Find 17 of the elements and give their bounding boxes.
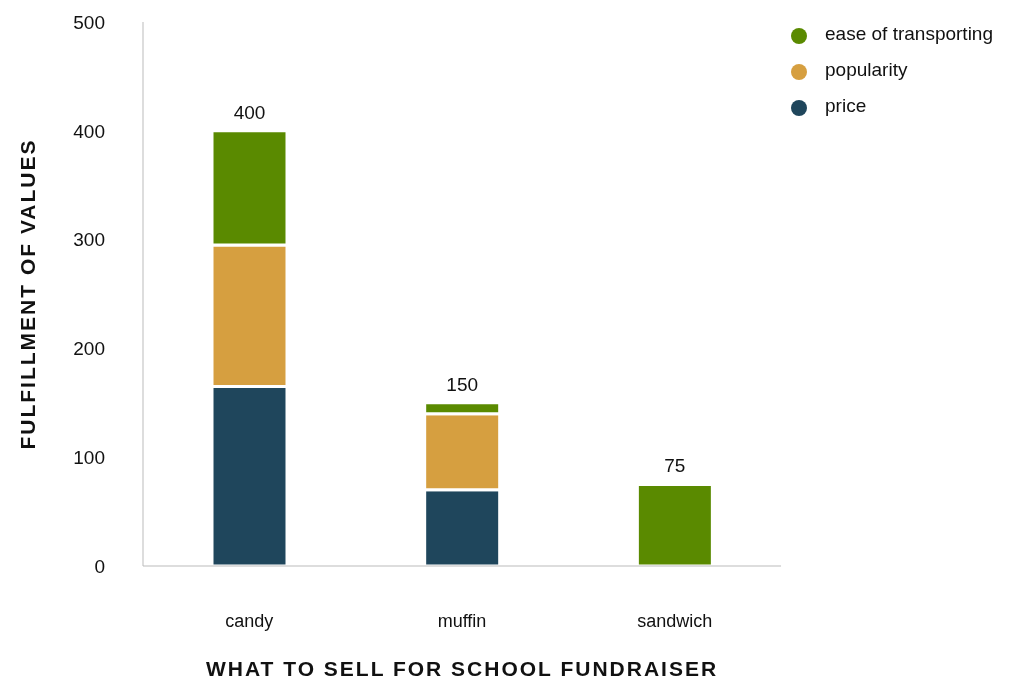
y-tick-label: 300	[73, 229, 105, 251]
y-axis-title: FULFILLMENT OF VALUES	[16, 138, 40, 450]
y-tick-label: 200	[73, 338, 105, 360]
x-tick-label: sandwich	[637, 610, 713, 631]
x-axis-title: WHAT TO SELL FOR SCHOOL FUNDRAISER	[205, 657, 719, 680]
legend-label: price	[825, 95, 867, 116]
total-label: 150	[446, 373, 479, 395]
total-label: 75	[664, 455, 686, 477]
total-label: 400	[233, 101, 266, 123]
y-tick-label: 0	[94, 555, 105, 577]
y-tick-label: 500	[73, 11, 105, 33]
y-tick-label: 100	[73, 446, 105, 468]
legend-label: popularity	[825, 59, 908, 80]
y-tick-label: 400	[73, 120, 105, 142]
legend-label: ease of transporting	[825, 23, 993, 44]
x-tick-label: candy	[225, 610, 274, 631]
x-tick-label: muffin	[437, 610, 487, 631]
